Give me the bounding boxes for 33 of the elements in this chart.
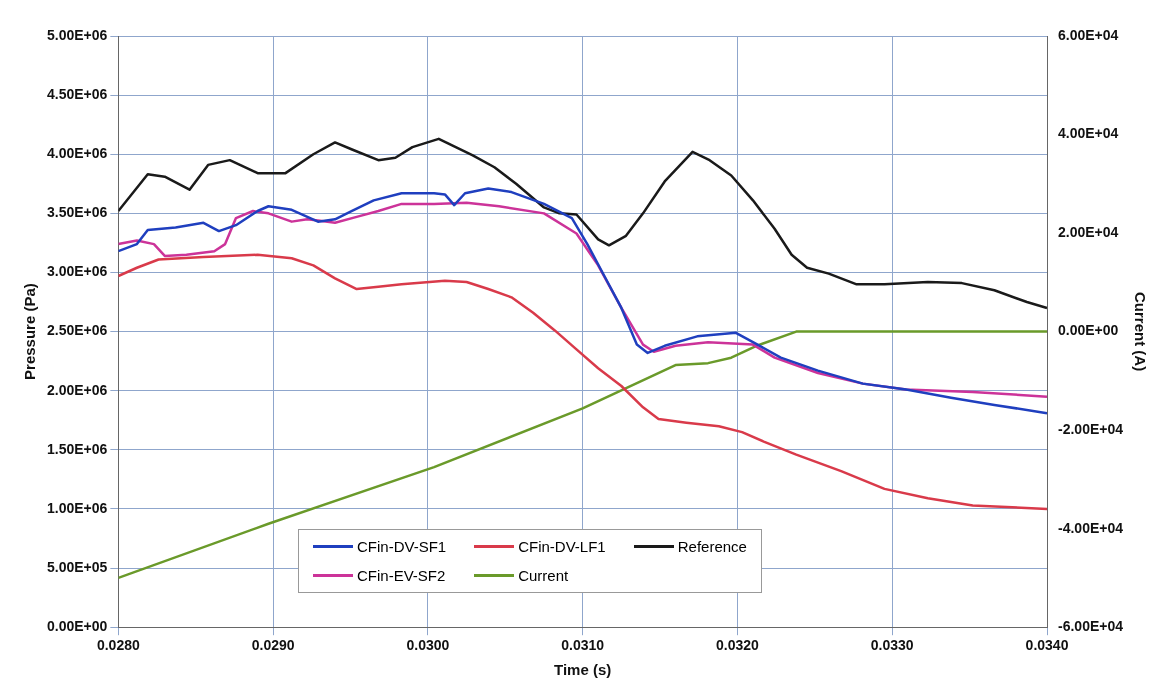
y-tick-label: 1.50E+06 <box>46 440 108 457</box>
x-tick-label: 0.0290 <box>251 637 295 654</box>
y-tick-label: 2.50E+06 <box>46 322 108 339</box>
y2-tick-label: 0.00E+00 <box>1058 322 1119 339</box>
y-tick-label: 4.50E+06 <box>46 85 108 102</box>
y2-tick-label: -6.00E+04 <box>1058 618 1124 635</box>
x-axis-title: Time (s) <box>554 661 612 679</box>
legend-label: CFin-DV-LF1 <box>518 538 606 555</box>
y-tick-label: 2.00E+06 <box>46 381 108 398</box>
legend-label: Reference <box>677 538 747 555</box>
y2-tick-label: 4.00E+04 <box>1058 125 1119 142</box>
y-tick-label: 0.00E+00 <box>46 618 108 635</box>
y2-tick-label: -2.00E+04 <box>1058 420 1124 437</box>
y-tick-label: 3.50E+06 <box>46 204 108 221</box>
x-tick-label: 0.0310 <box>561 637 605 654</box>
x-tick-label: 0.0300 <box>406 637 450 654</box>
y-tick-label: 1.00E+06 <box>46 499 108 516</box>
y2-tick-label: -4.00E+04 <box>1058 519 1124 536</box>
y-tick-label: 5.00E+06 <box>46 26 108 43</box>
x-tick-label: 0.0320 <box>716 637 760 654</box>
y2-axis-title: Current (A) <box>1131 292 1149 372</box>
legend-label: CFin-DV-SF1 <box>357 538 447 555</box>
y2-tick-label: 6.00E+04 <box>1058 26 1119 43</box>
x-tick-label: 0.0280 <box>96 637 140 654</box>
y-tick-label: 5.00E+05 <box>46 558 108 575</box>
legend-label: Current <box>518 567 569 584</box>
y-tick-label: 3.00E+06 <box>46 263 108 280</box>
y-tick-label: 4.00E+06 <box>46 145 108 162</box>
legend-label: CFin-EV-SF2 <box>357 567 446 584</box>
x-tick-label: 0.0340 <box>1025 637 1069 654</box>
y-axis-title: Pressure (Pa) <box>21 283 39 380</box>
y2-tick-label: 2.00E+04 <box>1058 223 1119 240</box>
x-tick-label: 0.0330 <box>870 637 914 654</box>
